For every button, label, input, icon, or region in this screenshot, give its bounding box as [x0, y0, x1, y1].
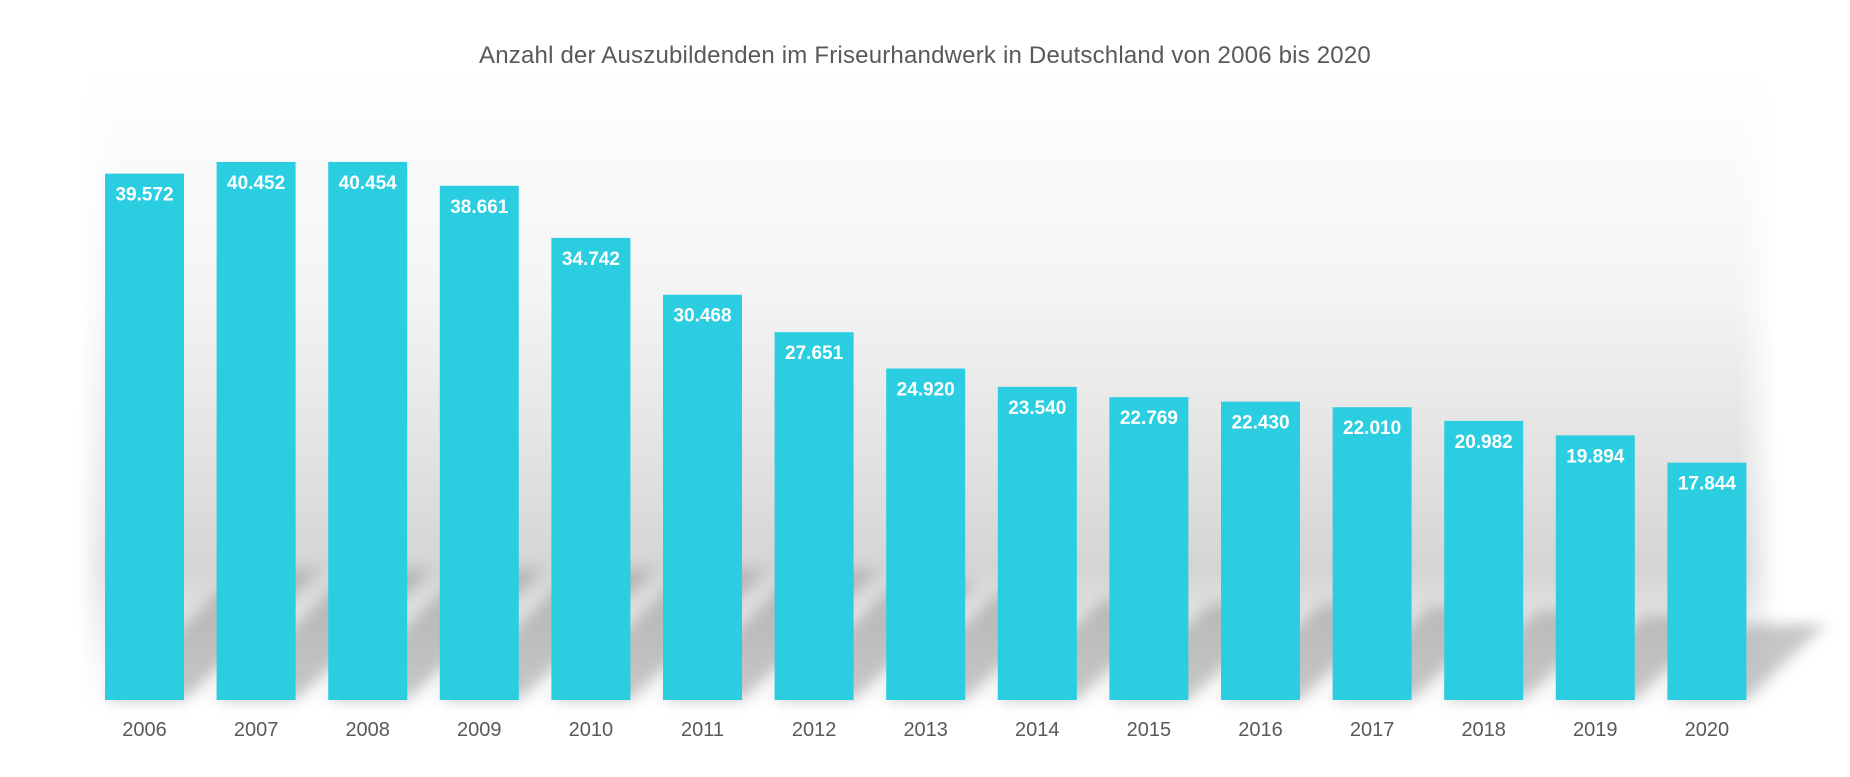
bar-2012	[774, 332, 854, 700]
x-tick-2013: 2013	[903, 719, 948, 741]
value-label-2013: 24.920	[897, 380, 955, 401]
value-label-2011: 30.468	[673, 306, 731, 327]
x-tick-2020: 2020	[1685, 719, 1730, 741]
value-label-2017: 22.010	[1343, 418, 1401, 439]
bar-2010	[551, 237, 631, 701]
x-tick-2011: 2011	[681, 719, 724, 741]
bar-2008	[328, 161, 408, 700]
x-tick-2008: 2008	[345, 719, 390, 741]
bar-2020	[1667, 462, 1747, 700]
x-tick-2007: 2007	[234, 719, 279, 741]
value-label-2014: 23.540	[1008, 398, 1066, 419]
chart-title: Anzahl der Auszubildenden im Friseurhand…	[479, 42, 1371, 69]
value-label-2016: 22.430	[1231, 413, 1289, 434]
x-tick-2018: 2018	[1461, 719, 1506, 741]
value-label-2006: 39.572	[115, 185, 173, 206]
value-label-2018: 20.982	[1455, 432, 1513, 453]
bar-2015	[1109, 397, 1189, 700]
bar-2006	[105, 173, 184, 701]
value-label-2015: 22.769	[1120, 408, 1178, 429]
bar-2007	[216, 161, 296, 700]
bar-2013	[886, 368, 966, 700]
value-label-2020: 17.844	[1678, 474, 1737, 495]
value-label-2012: 27.651	[785, 343, 844, 364]
x-tick-2006: 2006	[122, 719, 167, 741]
bars-group	[105, 161, 1747, 701]
bar-2014	[997, 386, 1077, 700]
x-axis-ticks-group: 2006 2007 2008 2009 2010 2011 2012 2013 2014 2015…	[122, 719, 1729, 741]
x-tick-2016: 2016	[1238, 719, 1283, 741]
value-label-2019: 19.894	[1566, 446, 1625, 467]
value-label-2007: 40.452	[227, 173, 285, 194]
bar-2009	[439, 185, 519, 701]
bar-2018	[1444, 420, 1524, 700]
bar-2016	[1221, 401, 1300, 700]
x-tick-2017: 2017	[1350, 719, 1395, 741]
bar-2019	[1555, 435, 1635, 700]
bar-2011	[663, 294, 742, 700]
x-tick-2012: 2012	[792, 719, 837, 741]
x-tick-2019: 2019	[1573, 719, 1618, 741]
value-labels-group: 39.572 40.452 40.454 38.661 34.742 30.468 27.6…	[115, 173, 1736, 495]
value-label-2008: 40.454	[339, 173, 398, 194]
x-tick-2015: 2015	[1127, 719, 1172, 741]
value-label-2009: 38.661	[450, 197, 509, 218]
x-tick-2009: 2009	[457, 719, 502, 741]
bar-2017	[1332, 407, 1412, 700]
value-label-2010: 34.742	[562, 249, 620, 270]
x-tick-2010: 2010	[569, 719, 614, 741]
x-tick-2014: 2014	[1015, 719, 1060, 741]
